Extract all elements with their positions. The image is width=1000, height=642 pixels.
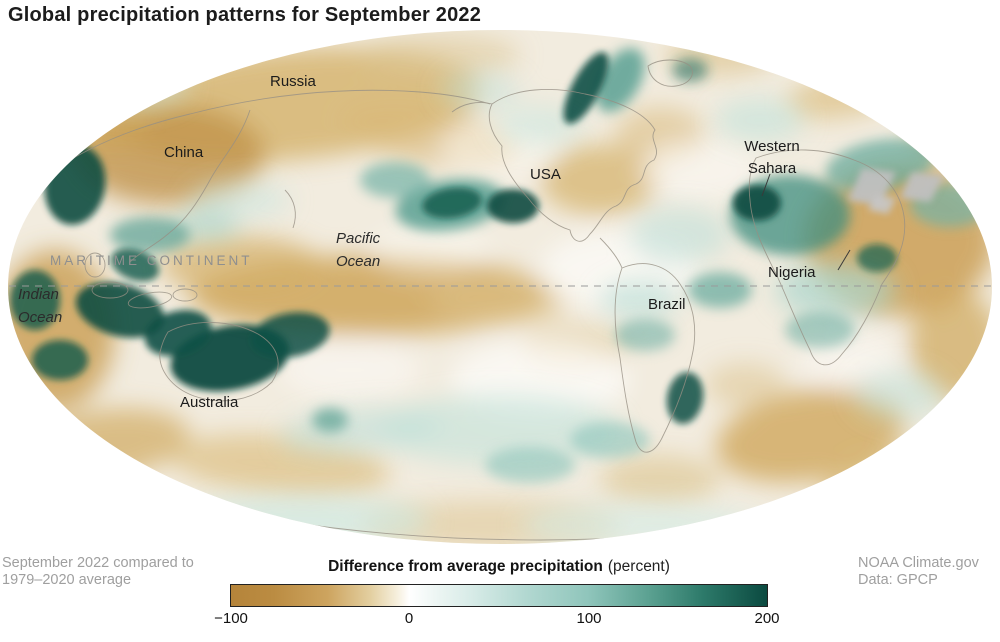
map-label-usa: USA [530, 166, 561, 183]
colorbar-tick-100: 100 [576, 610, 602, 627]
map-label-australia: Australia [180, 394, 239, 411]
credit-line1: NOAA Climate.gov [858, 555, 979, 571]
map-label-maritime-continent: MARITIME CONTINENT [50, 253, 253, 268]
comparison-note-line1: September 2022 compared to [2, 555, 194, 571]
colorbar-title-main: Difference from average precipitation [328, 558, 603, 575]
colorbar-tick-minus100: −100 [214, 610, 248, 627]
credit-line2: Data: GPCP [858, 572, 938, 589]
colorbar-title: Difference from average precipitation (pe… [230, 558, 768, 576]
map-label-indian-ocean: Indian Ocean [18, 286, 63, 327]
comparison-note-line2: 1979–2020 average [2, 572, 132, 589]
comparison-note: September 2022 compared to 1979–2020 ave… [2, 555, 194, 590]
map-label-china: China [164, 144, 204, 161]
colorbar-gradient [230, 584, 768, 607]
map-label-pacific-ocean: Pacific Ocean [336, 230, 381, 271]
nigeria-leader-line [837, 249, 851, 271]
map-label-brazil: Brazil [648, 296, 686, 313]
western-sahara-leader-line [761, 173, 771, 197]
colorbar-tick-200: 200 [754, 610, 780, 627]
colorbar-title-unit: (percent) [607, 558, 670, 575]
map-label-western-sahara: Western Sahara [744, 138, 800, 177]
map-label-nigeria: Nigeria [768, 264, 816, 281]
missing-data-patches [848, 168, 944, 214]
page-title: Global precipitation patterns for Septem… [8, 4, 482, 26]
colorbar-tick-0: 0 [404, 610, 414, 627]
map-label-russia: Russia [270, 73, 316, 90]
credits: NOAA Climate.gov Data: GPCP [858, 555, 979, 590]
